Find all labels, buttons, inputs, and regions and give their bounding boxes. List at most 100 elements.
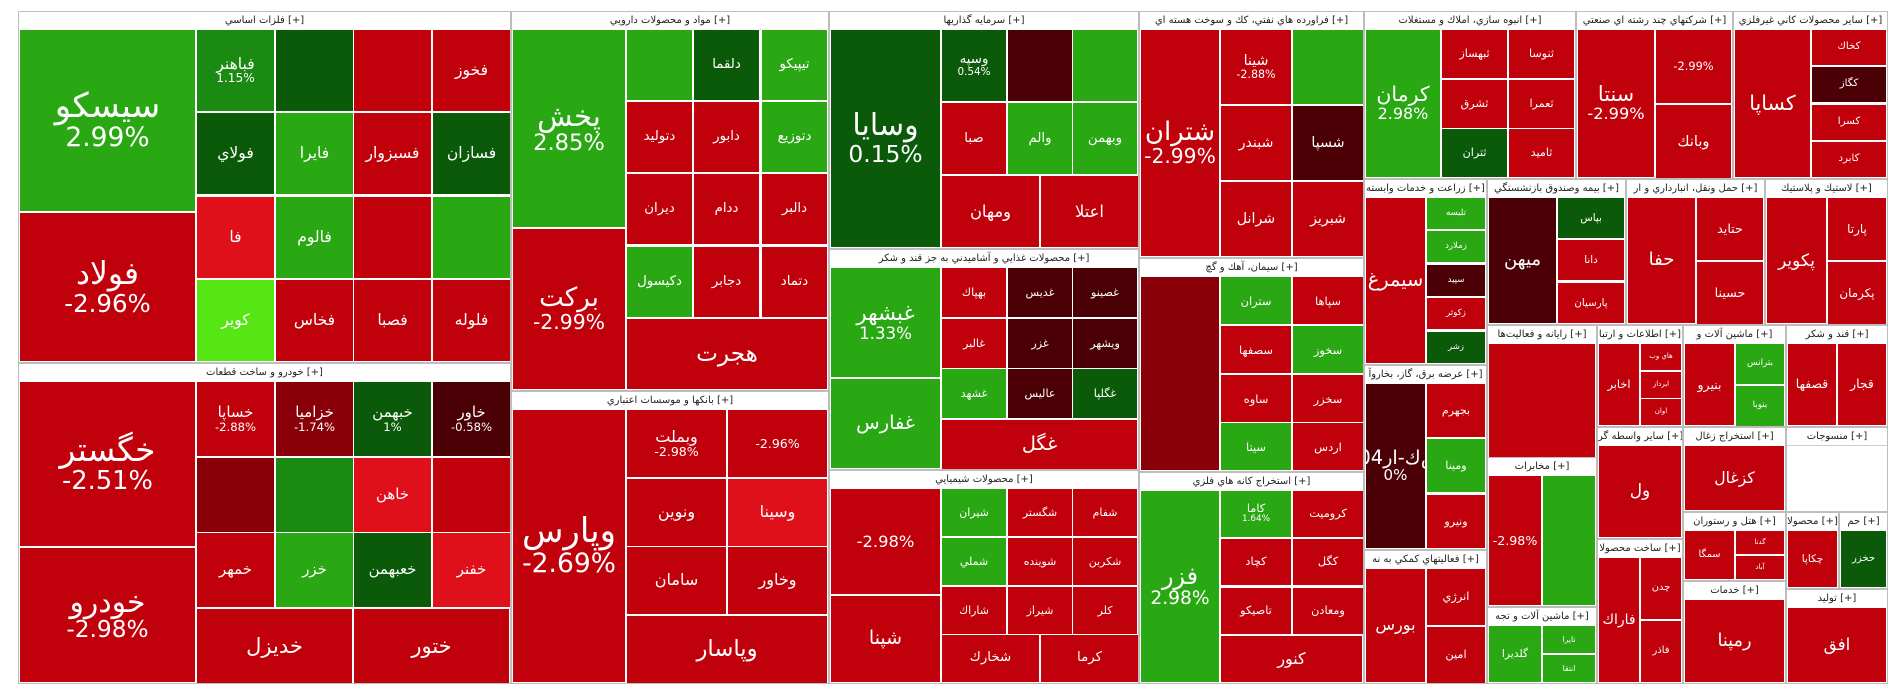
treemap-tile[interactable]: والم — [1007, 102, 1073, 175]
sector-title[interactable]: ماشين آلات و [+] — [1684, 326, 1785, 344]
treemap-tile[interactable]: زملارد — [1426, 230, 1486, 263]
treemap-tile[interactable] — [196, 457, 275, 533]
treemap-tile[interactable] — [275, 457, 354, 533]
treemap-tile[interactable]: حفا — [1627, 197, 1696, 324]
treemap-tile[interactable] — [353, 29, 432, 112]
treemap-tile[interactable]: سصفها — [1220, 325, 1292, 374]
treemap-tile[interactable]: وبملت -2.98% — [626, 409, 727, 478]
treemap-tile[interactable]: دلقما — [693, 29, 760, 101]
treemap-tile[interactable]: گلديرا — [1488, 625, 1542, 683]
treemap-tile[interactable]: ومينا — [1426, 438, 1486, 493]
treemap-tile[interactable]: ثبهساز — [1441, 29, 1508, 79]
sector-title[interactable]: توليد [+] — [1787, 590, 1887, 608]
treemap-tile[interactable]: كساپا — [1734, 29, 1811, 178]
treemap-tile[interactable]: كرما — [1040, 634, 1138, 683]
treemap-tile[interactable]: ومهان — [941, 175, 1040, 248]
treemap-tile[interactable]: بهپاك — [941, 267, 1007, 318]
treemap-tile[interactable]: امين — [1426, 626, 1486, 683]
sector-title[interactable]: فلزات اساسي [+] — [19, 12, 510, 30]
treemap-tile[interactable]: تايرا — [1542, 625, 1596, 654]
treemap-tile[interactable]: غصينو — [1072, 267, 1138, 318]
treemap-tile[interactable]: دتماد — [761, 246, 828, 318]
treemap-tile[interactable]: پارتا — [1827, 197, 1887, 261]
treemap-tile[interactable] — [1542, 475, 1596, 606]
treemap-tile[interactable]: فصبا — [353, 279, 432, 362]
treemap-tile[interactable]: -2.98% — [1488, 475, 1542, 606]
treemap-tile[interactable]: دانا — [1557, 239, 1625, 281]
treemap-tile[interactable]: شيراز — [1007, 586, 1073, 635]
treemap-tile[interactable]: تيپيكو — [761, 29, 828, 101]
treemap-tile[interactable]: كنور — [1220, 635, 1363, 683]
treemap-tile[interactable]: دجابر — [693, 246, 760, 318]
treemap-tile[interactable]: وسپه 0.54% — [941, 29, 1007, 102]
treemap-tile[interactable]: -2.96% — [727, 409, 828, 478]
treemap-tile[interactable]: پخش 2.85% — [512, 29, 626, 228]
sector-title[interactable]: عرضه برق، گاز، بخاروآ [+] — [1365, 366, 1486, 384]
treemap-tile[interactable]: دالبر — [761, 173, 828, 245]
treemap-tile[interactable]: فزر 2.98% — [1140, 490, 1220, 683]
treemap-tile[interactable]: سمگا — [1684, 530, 1735, 580]
treemap-tile[interactable]: ميهن — [1488, 197, 1557, 324]
treemap-tile[interactable]: فخاس — [275, 279, 354, 362]
treemap-tile[interactable]: شينا -2.88% — [1220, 29, 1292, 105]
treemap-tile[interactable]: قجار — [1837, 343, 1887, 426]
treemap-tile[interactable]: وخاور — [727, 546, 828, 615]
sector-title[interactable]: استخراج زغال [+] — [1684, 428, 1785, 446]
sector-title[interactable]: خودرو و ساخت قطعات [+] — [19, 364, 510, 382]
treemap-tile[interactable]: ول — [1598, 445, 1682, 538]
treemap-tile[interactable]: كسرا — [1811, 104, 1887, 141]
treemap-tile[interactable]: فايرا — [275, 112, 354, 195]
treemap-tile[interactable]: دابور — [693, 101, 760, 173]
treemap-tile[interactable]: سيسكو 2.99% — [19, 29, 196, 212]
sector-title[interactable]: ساير واسطه گر [+] — [1598, 428, 1682, 446]
treemap-tile[interactable]: غفارس — [830, 378, 941, 469]
treemap-tile[interactable]: كزغال — [1684, 445, 1785, 511]
treemap-tile[interactable]: كخاك — [1811, 29, 1887, 66]
treemap-tile[interactable]: وپارس -2.69% — [512, 409, 626, 683]
sector-title[interactable]: شركتهاي چند رشته اي صنعتي [+] — [1577, 12, 1732, 30]
treemap-tile[interactable]: چدن — [1640, 557, 1682, 620]
treemap-tile[interactable]: شپنا — [830, 595, 941, 683]
treemap-tile[interactable]: سخزر — [1292, 374, 1363, 423]
treemap-tile[interactable]: غالبر — [941, 318, 1007, 369]
treemap-tile[interactable]: كاما 1.64% — [1220, 490, 1292, 538]
treemap-tile[interactable]: قصفها — [1787, 343, 1837, 426]
treemap-tile[interactable]: حتاید — [1696, 197, 1764, 261]
treemap-tile[interactable]: فولاد -2.96% — [19, 212, 196, 362]
treemap-tile[interactable]: غديس — [1007, 267, 1073, 318]
treemap-tile[interactable]: فلوله — [432, 279, 510, 362]
treemap-tile[interactable]: خزاميا -1.74% — [275, 381, 354, 457]
sector-title[interactable]: اطلاعات و ارتبا [+] — [1598, 326, 1682, 344]
sector-title[interactable]: محصولات غذايي و آشاميدني به جز قند و شكر… — [830, 250, 1138, 268]
treemap-tile[interactable]: ديران — [626, 173, 693, 245]
treemap-tile[interactable]: هاي وب — [1640, 343, 1682, 371]
sector-title[interactable]: رايانه و فعاليت‌ها [+] — [1488, 326, 1596, 344]
sector-title[interactable]: حم [+] — [1840, 513, 1887, 531]
sector-title[interactable]: ساير محصولات كاني غيرفلزي [+] — [1734, 12, 1887, 30]
treemap-tile[interactable]: ساوه — [1220, 374, 1292, 423]
treemap-tile[interactable]: فخوز — [432, 29, 510, 112]
treemap-tile[interactable]: حسينا — [1696, 261, 1764, 324]
treemap-tile[interactable]: ثشرق — [1441, 79, 1508, 129]
treemap-tile[interactable]: كروميت — [1292, 490, 1363, 538]
treemap-tile[interactable]: ثامید — [1508, 128, 1575, 178]
treemap-tile[interactable] — [275, 29, 354, 112]
sector-title[interactable]: حمل ونقل، انبارداري و ار [+] — [1627, 180, 1764, 198]
treemap-tile[interactable]: رمپنا — [1684, 599, 1785, 683]
treemap-tile[interactable]: دتوزيع — [761, 101, 828, 173]
treemap-tile[interactable]: بنوبا — [1735, 385, 1785, 426]
sector-title[interactable]: فراورده هاي نفتي، كك و سوخت هسته اي [+] — [1140, 12, 1363, 30]
treemap-tile[interactable]: فاذر — [1640, 620, 1682, 683]
treemap-tile[interactable] — [626, 29, 693, 101]
treemap-tile[interactable] — [432, 457, 510, 533]
treemap-tile[interactable]: هجرت — [626, 318, 828, 390]
sector-title[interactable]: استخراج كانه هاي فلزي [+] — [1140, 473, 1363, 491]
treemap-tile[interactable]: زشر — [1426, 331, 1486, 364]
treemap-tile[interactable]: ثتران — [1441, 128, 1508, 178]
treemap-tile[interactable]: ددام — [693, 173, 760, 245]
treemap-tile[interactable]: كگاز — [1811, 66, 1887, 103]
treemap-tile[interactable]: افق — [1787, 607, 1887, 683]
treemap-tile[interactable]: اردس — [1292, 422, 1363, 471]
treemap-tile[interactable] — [432, 196, 510, 279]
treemap-tile[interactable]: بترانس — [1735, 343, 1785, 385]
